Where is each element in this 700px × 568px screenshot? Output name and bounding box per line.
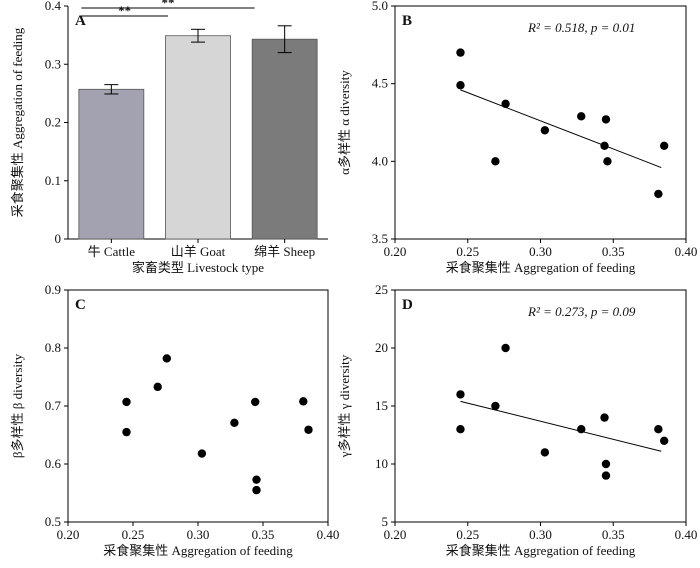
x-tick-label: 0.40 bbox=[675, 527, 698, 542]
data-point bbox=[230, 418, 239, 428]
y-tick-label: 0.7 bbox=[45, 398, 62, 413]
x-axis-title: 采食聚集性 Aggregation of feeding bbox=[446, 543, 636, 558]
x-tick-label: 0.30 bbox=[187, 527, 210, 542]
data-point bbox=[252, 485, 261, 495]
bar bbox=[78, 88, 145, 240]
y-tick-label: 0.3 bbox=[45, 56, 61, 71]
x-tick-label: 0.25 bbox=[456, 244, 479, 259]
data-point bbox=[491, 157, 500, 166]
data-point bbox=[456, 81, 465, 90]
panel-d: 5 10 15 20 25 0.20 0.25 0.30 0.35 0.40 R² = 0.273,… bbox=[337, 282, 697, 558]
y-tick-label: 15 bbox=[375, 398, 388, 413]
x-axis-title: 采食聚集性 Aggregation of feeding bbox=[103, 543, 293, 558]
y-tick-label: 4.5 bbox=[372, 76, 388, 91]
y-tick-label: 0.2 bbox=[45, 115, 61, 130]
trend-line bbox=[460, 89, 662, 169]
panel-b: 3.5 4.0 4.5 5.0 0.20 0.25 0.30 0.35 0.40 R² = 0.5… bbox=[337, 0, 697, 275]
y-tick-label: 25 bbox=[375, 282, 388, 297]
y-tick-label: 10 bbox=[375, 456, 388, 471]
plot-frame bbox=[394, 289, 687, 523]
data-point bbox=[600, 141, 609, 150]
data-point bbox=[501, 343, 510, 353]
data-point bbox=[600, 413, 609, 422]
y-axis-title: β多样性 β diversity bbox=[10, 353, 25, 458]
y-tick-label: 0.8 bbox=[45, 340, 61, 355]
data-point bbox=[601, 471, 611, 480]
bar bbox=[165, 35, 231, 240]
trend-line bbox=[460, 400, 662, 452]
data-point bbox=[252, 475, 261, 484]
x-axis-title: 采食聚集性 Aggregation of feeding bbox=[446, 260, 636, 275]
y-tick-label: 0.6 bbox=[45, 456, 62, 471]
y-tick-label: 0.9 bbox=[45, 282, 61, 297]
y-tick-label: 4.0 bbox=[372, 153, 388, 168]
plot-frame bbox=[67, 289, 329, 523]
data-point bbox=[456, 390, 465, 399]
data-point bbox=[491, 401, 500, 411]
panel-a: 0 0.1 0.2 0.3 0.4 牛 Cattle 山羊 Goat 绵羊 Sheep ** **… bbox=[10, 0, 328, 275]
x-tick-label: 0.30 bbox=[529, 527, 552, 542]
y-tick-label: 20 bbox=[375, 340, 388, 355]
data-point bbox=[299, 397, 308, 406]
data-point bbox=[501, 99, 510, 109]
data-point bbox=[122, 397, 131, 407]
y-axis-title: γ多样性 γ diversity bbox=[337, 354, 352, 458]
data-point bbox=[654, 189, 663, 199]
y-tick-label: 0.4 bbox=[45, 0, 62, 13]
y-axis-title: 采食聚集性 Aggregation of feeding bbox=[10, 27, 25, 217]
data-point bbox=[153, 382, 162, 392]
panel-label: B bbox=[402, 13, 412, 29]
x-axis-title: 家畜类型 Livestock type bbox=[132, 260, 264, 275]
x-tick-label: 0.20 bbox=[384, 244, 407, 259]
data-point bbox=[659, 436, 669, 445]
x-tick-label: 0.20 bbox=[57, 527, 80, 542]
panel-label: D bbox=[402, 297, 413, 313]
x-category-label: 绵羊 Sheep bbox=[254, 244, 315, 259]
y-tick-label: 0 bbox=[55, 231, 62, 246]
panel-label: A bbox=[75, 13, 86, 29]
data-point bbox=[540, 448, 550, 457]
stat-annotation: R² = 0.273, p = 0.09 bbox=[527, 304, 636, 319]
y-axis-title: α多样性 α diversity bbox=[337, 70, 352, 175]
data-point bbox=[603, 157, 612, 166]
x-tick-label: 0.35 bbox=[602, 244, 625, 259]
x-tick-label: 0.25 bbox=[456, 527, 479, 542]
data-point bbox=[456, 425, 465, 434]
data-point bbox=[577, 112, 586, 121]
x-category-label: 牛 Cattle bbox=[88, 244, 136, 259]
data-point bbox=[659, 141, 669, 150]
y-tick-label: 3.5 bbox=[372, 231, 388, 246]
data-point bbox=[456, 48, 465, 57]
x-category-label: 山羊 Goat bbox=[171, 244, 226, 259]
x-tick-label: 0.40 bbox=[317, 527, 340, 542]
x-tick-label: 0.40 bbox=[675, 244, 698, 259]
data-point bbox=[162, 354, 171, 363]
data-point bbox=[197, 449, 207, 458]
data-point bbox=[122, 427, 131, 437]
y-tick-label: 0.1 bbox=[45, 173, 61, 188]
data-point bbox=[654, 425, 663, 434]
bar bbox=[251, 38, 318, 240]
data-point bbox=[577, 425, 586, 434]
data-point bbox=[251, 397, 260, 407]
significance-label: ** bbox=[118, 3, 131, 18]
x-tick-label: 0.20 bbox=[384, 527, 407, 542]
x-tick-label: 0.35 bbox=[602, 527, 625, 542]
y-tick-label: 5.0 bbox=[372, 0, 388, 13]
data-point bbox=[601, 115, 611, 124]
data-point bbox=[304, 425, 313, 434]
y-tick-label: 5 bbox=[382, 514, 389, 529]
panel-label: C bbox=[75, 297, 86, 313]
significance-label: ** bbox=[162, 0, 175, 10]
plot-frame bbox=[394, 5, 687, 240]
x-tick-label: 0.25 bbox=[122, 527, 145, 542]
data-point bbox=[601, 459, 611, 469]
panel-c: 0.5 0.6 0.7 0.8 0.9 0.20 0.25 0.30 0.35 0.40 采食聚集性… bbox=[10, 282, 339, 558]
y-tick-label: 0.5 bbox=[45, 514, 61, 529]
data-point bbox=[540, 126, 550, 135]
x-tick-label: 0.30 bbox=[529, 244, 552, 259]
stat-annotation: R² = 0.518, p = 0.01 bbox=[527, 20, 635, 35]
x-tick-label: 0.35 bbox=[252, 527, 275, 542]
